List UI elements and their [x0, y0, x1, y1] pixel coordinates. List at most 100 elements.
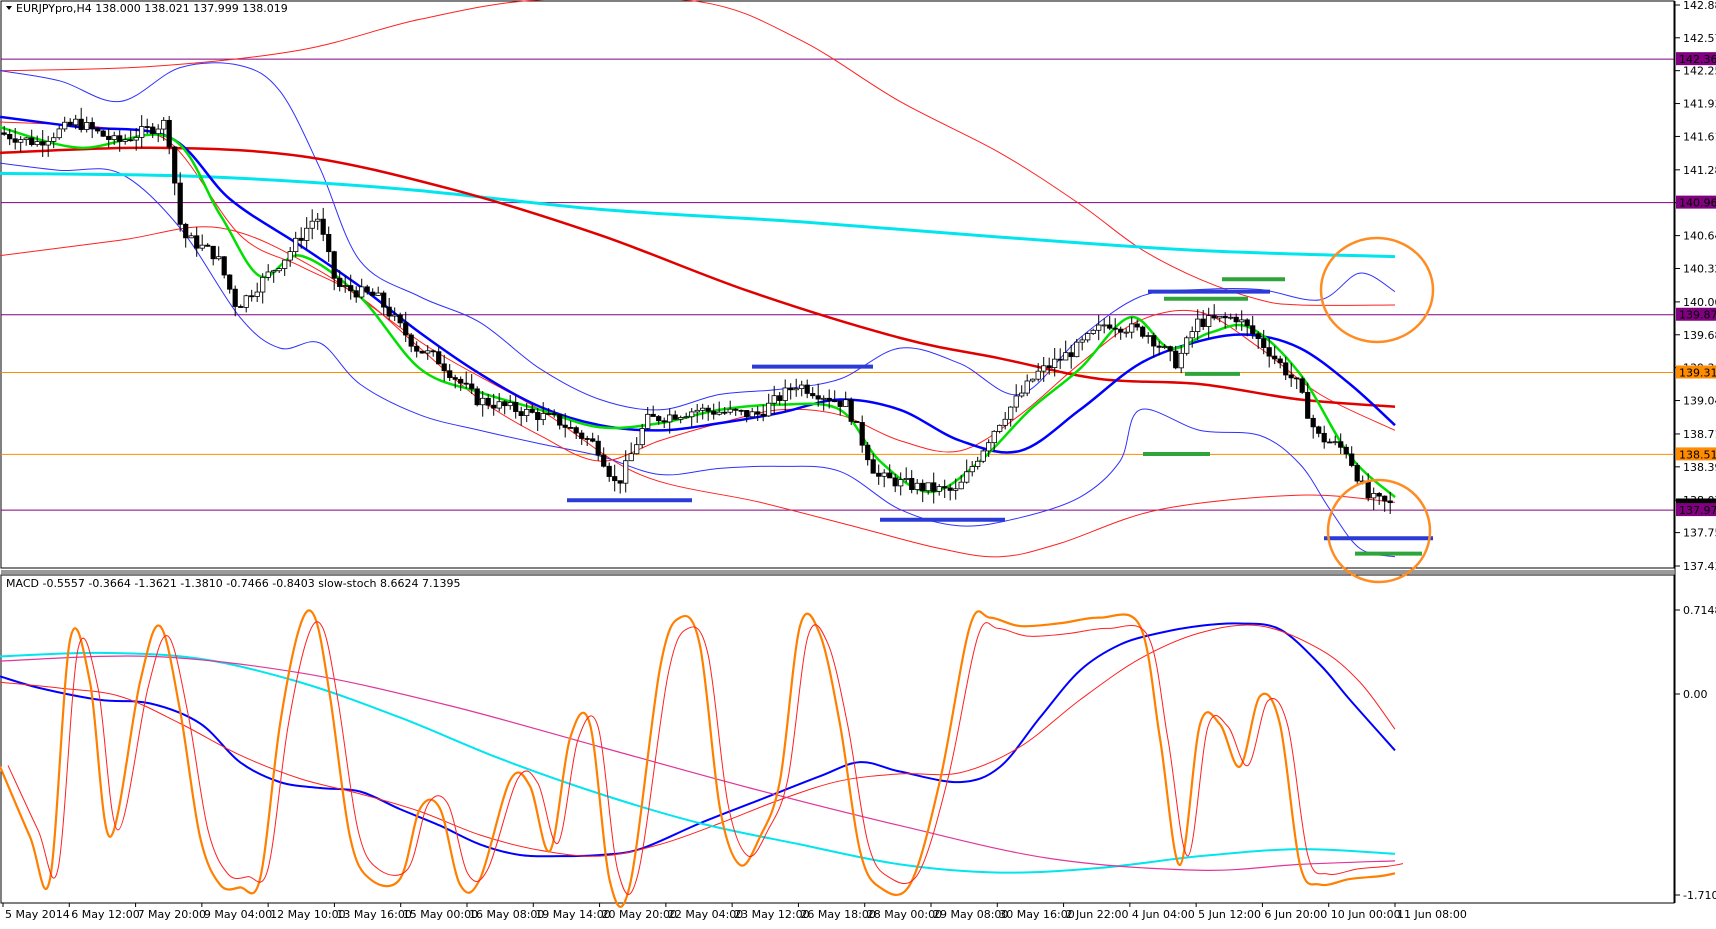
- macd-panel-frame: [0, 574, 1675, 904]
- candle-body: [546, 413, 552, 415]
- candle-body: [1206, 315, 1212, 327]
- candle-body: [601, 454, 607, 467]
- candle-body: [117, 135, 123, 142]
- candle-body: [1030, 378, 1036, 382]
- price-label-box: [1676, 503, 1716, 517]
- candle-body: [738, 409, 744, 412]
- candle-body: [678, 417, 684, 420]
- candle-body: [540, 413, 546, 421]
- price-label-box: [1676, 447, 1716, 461]
- candle-body: [1316, 426, 1322, 434]
- candle-body: [650, 413, 656, 417]
- candle-body: [1074, 341, 1080, 358]
- candle-body: [958, 481, 964, 490]
- candle-body: [452, 377, 458, 380]
- candle-body: [1167, 346, 1173, 352]
- candle-body: [359, 286, 365, 298]
- price-tick-label: 141.610: [1683, 130, 1716, 143]
- candle-body: [980, 450, 986, 462]
- candle-body: [777, 395, 783, 401]
- candle-body: [1354, 465, 1360, 482]
- candle-body: [78, 118, 84, 130]
- candle-body: [1299, 378, 1305, 393]
- candle-body: [1151, 335, 1157, 347]
- candle-body: [1283, 362, 1289, 376]
- candle-body: [249, 295, 255, 298]
- time-label: 5 Jun 12:00: [1198, 908, 1261, 921]
- candle-body: [1107, 324, 1113, 329]
- triangle-down-icon[interactable]: [6, 6, 12, 10]
- candle-body: [815, 395, 821, 400]
- sma-cyan: [0, 171, 1396, 259]
- candle-body: [298, 237, 304, 241]
- candle-body: [144, 126, 150, 128]
- macd-stoch-lines: [0, 609, 1404, 908]
- macd-signal-line: [0, 624, 1396, 857]
- candle-body: [469, 383, 475, 390]
- candle-body: [986, 442, 992, 452]
- candle-body: [579, 432, 585, 439]
- candle-body: [1217, 315, 1223, 319]
- price-tick-label: 138.395: [1683, 461, 1716, 474]
- candle-body: [397, 314, 403, 324]
- candle-body: [854, 420, 860, 423]
- time-label: 15 May 00:00: [403, 908, 478, 921]
- candle-body: [1008, 406, 1014, 420]
- candle-body: [529, 408, 535, 413]
- candle-body: [760, 413, 766, 417]
- candle-body: [1013, 395, 1019, 408]
- time-label: 26 May 18:00: [800, 908, 875, 921]
- candle-body: [672, 414, 678, 420]
- candle-body: [898, 479, 904, 487]
- price-tick-label: 139.040: [1683, 395, 1716, 408]
- time-label: 7 May 20:00: [138, 908, 206, 921]
- candle-body: [661, 420, 667, 423]
- candle-body: [348, 285, 354, 292]
- candle-body: [694, 409, 700, 413]
- candle-body: [749, 411, 755, 418]
- candle-body: [260, 276, 266, 293]
- candlesticks: [1, 107, 1393, 514]
- annotations: [567, 236, 1435, 584]
- price-tick-label: 141.930: [1683, 98, 1716, 111]
- candle-body: [810, 393, 816, 397]
- panel-separator[interactable]: [1, 570, 1674, 574]
- candle-body: [936, 486, 942, 492]
- main-panel-frame: [0, 0, 1675, 569]
- candle-body: [18, 139, 24, 143]
- time-label: 28 May 00:00: [867, 908, 942, 921]
- candle-body: [1189, 331, 1195, 339]
- price-tick-label: 140.645: [1683, 230, 1716, 243]
- candle-body: [480, 397, 486, 406]
- candle-body: [95, 128, 101, 132]
- candle-body: [524, 408, 530, 416]
- candle-body: [172, 146, 178, 184]
- price-tick-label: 142.250: [1683, 65, 1716, 78]
- candle-body: [848, 399, 854, 422]
- candle-body: [128, 139, 134, 142]
- candle-body: [430, 350, 436, 353]
- candle-body: [771, 395, 777, 404]
- candle-body: [458, 378, 464, 384]
- bollinger-lower: [0, 162, 1396, 558]
- candle-body: [29, 137, 35, 145]
- candle-body: [375, 292, 381, 296]
- highlight-circle-lower: [1326, 478, 1432, 584]
- price-label-box: [1676, 52, 1716, 66]
- candle-body: [23, 137, 29, 140]
- candle-body: [1211, 315, 1217, 319]
- time-label: 19 May 14:00: [535, 908, 610, 921]
- candle-body: [491, 404, 497, 409]
- candle-body: [628, 453, 634, 462]
- macd-cyan-line: [0, 651, 1396, 874]
- price-tick-label: 142.570: [1683, 32, 1716, 45]
- candle-body: [705, 407, 711, 412]
- candle-body: [161, 119, 167, 130]
- candle-body: [1365, 481, 1371, 499]
- candle-body: [920, 482, 926, 492]
- candle-body: [320, 218, 326, 235]
- price-label-139.313: 139.313: [1679, 366, 1716, 379]
- ma-thin-red: [0, 121, 1396, 462]
